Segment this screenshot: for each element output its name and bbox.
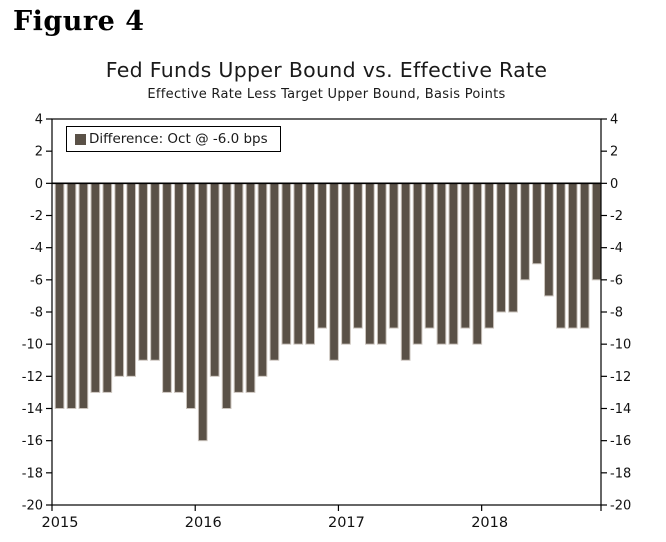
y-axis-label-right: -18 <box>610 466 631 481</box>
bar <box>78 182 89 409</box>
bar <box>544 182 554 297</box>
bar <box>269 182 280 361</box>
legend-swatch-icon <box>75 133 86 145</box>
bar <box>329 182 339 361</box>
y-axis-label-right: -12 <box>610 370 631 385</box>
y-axis-label-right: -2 <box>610 209 623 224</box>
y-axis-label-right: -4 <box>610 241 623 256</box>
bar <box>54 182 65 409</box>
y-axis-label-left: -8 <box>30 306 43 321</box>
x-axis-label: 2017 <box>328 515 365 531</box>
bar <box>472 182 483 345</box>
bar <box>484 182 495 329</box>
bar <box>209 182 220 377</box>
bar <box>460 182 471 329</box>
bar <box>150 182 160 361</box>
y-axis-label-right: -20 <box>610 499 631 514</box>
bar <box>185 182 196 409</box>
y-axis-label-left: -14 <box>22 402 43 417</box>
bar <box>376 182 387 345</box>
y-axis-label-left: -20 <box>22 499 43 514</box>
bar <box>221 182 232 409</box>
y-axis-label-right: -14 <box>610 402 631 417</box>
bar <box>412 182 423 345</box>
bar <box>555 182 566 329</box>
y-axis-label-right: 2 <box>610 145 618 160</box>
bar <box>245 182 256 393</box>
y-axis-label-right: 4 <box>610 113 618 128</box>
bar <box>126 182 137 377</box>
bar <box>293 182 304 345</box>
bar <box>400 182 411 361</box>
y-axis-label-left: -18 <box>22 466 43 481</box>
bar <box>436 182 447 345</box>
x-axis-label: 2018 <box>471 515 508 531</box>
legend-label: Difference: Oct @ -6.0 bps <box>89 131 268 147</box>
x-axis-label: 2016 <box>185 515 222 531</box>
y-axis-label-right: 0 <box>610 177 618 192</box>
bar <box>90 182 101 393</box>
bar <box>102 182 113 393</box>
bar <box>281 182 292 345</box>
y-axis-label-left: -10 <box>22 338 43 353</box>
y-axis-label-left: -2 <box>30 209 43 224</box>
bar <box>567 182 578 329</box>
figure-label: Figure 4 <box>13 6 145 37</box>
chart-subtitle: Effective Rate Less Target Upper Bound, … <box>147 87 506 102</box>
y-axis-label-left: 4 <box>35 113 43 128</box>
bar <box>233 182 244 393</box>
bar <box>197 182 208 442</box>
y-axis-label-left: -4 <box>30 241 43 256</box>
bar <box>114 182 125 377</box>
bar <box>138 182 148 361</box>
bar <box>66 182 77 409</box>
bar <box>365 182 375 345</box>
bar <box>532 182 542 265</box>
bar <box>520 182 530 281</box>
y-axis-label-left: 2 <box>35 145 43 160</box>
bar <box>353 182 363 329</box>
chart-title: Fed Funds Upper Bound vs. Effective Rate <box>105 58 548 82</box>
bar <box>424 182 435 329</box>
bar <box>174 182 184 393</box>
y-axis-label-right: -6 <box>610 273 623 288</box>
bar <box>579 182 590 329</box>
y-axis-label-left: -6 <box>30 273 43 288</box>
bar <box>591 182 602 281</box>
y-axis-label-right: -10 <box>610 338 631 353</box>
bar <box>341 182 351 345</box>
bar <box>496 182 506 313</box>
bar <box>317 182 327 329</box>
x-axis-label: 2015 <box>42 515 79 531</box>
bar <box>508 182 518 313</box>
bar <box>305 182 316 345</box>
bar <box>388 182 399 329</box>
bar <box>162 182 172 393</box>
bar <box>448 182 459 345</box>
legend: Difference: Oct @ -6.0 bps <box>66 126 281 152</box>
y-axis-label-left: -16 <box>22 434 43 449</box>
y-axis-label-left: -12 <box>22 370 43 385</box>
y-axis-label-right: -16 <box>610 434 631 449</box>
y-axis-label-left: 0 <box>35 177 43 192</box>
bar <box>257 182 268 377</box>
y-axis-label-right: -8 <box>610 306 623 321</box>
